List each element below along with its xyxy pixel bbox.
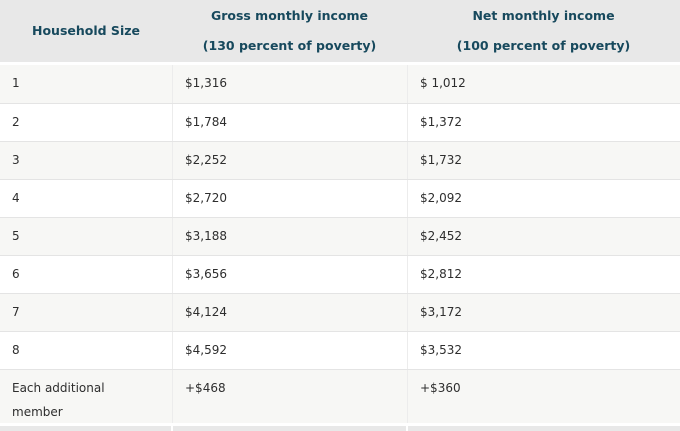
header-gross-income: Gross monthly income (130 percent of pov…: [172, 0, 407, 62]
gross-income-cell: +$468: [172, 370, 407, 423]
table-row: 1 $1,316 $ 1,012: [0, 65, 680, 103]
gross-income-cell: $4,592: [172, 332, 407, 369]
header-household-size: Household Size: [0, 0, 172, 62]
header-net-income-label: Net monthly income: [472, 8, 615, 23]
table-row: 6 $3,656 $2,812: [0, 255, 680, 293]
household-size-cell: 2: [12, 115, 20, 129]
header-gross-income-label: Gross monthly income: [210, 8, 369, 23]
next-section-header-partial: [0, 426, 680, 431]
net-income-cell: $1,372: [407, 104, 680, 141]
household-size-cell: 8: [12, 343, 20, 357]
table-row: Each additional member +$468 +$360: [0, 369, 680, 423]
header-net-income-sublabel: (100 percent of poverty): [456, 38, 631, 53]
household-size-cell: 4: [12, 191, 20, 205]
household-size-cell: 6: [12, 267, 20, 281]
table-row: 8 $4,592 $3,532: [0, 331, 680, 369]
header-net-income: Net monthly income (100 percent of pover…: [407, 0, 680, 62]
net-income-cell: $ 1,012: [407, 65, 680, 103]
household-size-cell: 7: [12, 305, 20, 319]
gross-income-cell: $1,316: [172, 65, 407, 103]
table-header-row: Household Size Gross monthly income (130…: [0, 0, 680, 65]
strip-segment: [173, 426, 406, 431]
gross-income-cell: $3,188: [172, 218, 407, 255]
gross-income-cell: $1,784: [172, 104, 407, 141]
net-income-cell: $1,732: [407, 142, 680, 179]
net-income-cell: +$360: [407, 370, 680, 423]
household-size-cell: 5: [12, 229, 20, 243]
household-size-cell: Each additional member: [0, 370, 172, 423]
table-row: 2 $1,784 $1,372: [0, 103, 680, 141]
table-row: 4 $2,720 $2,092: [0, 179, 680, 217]
net-income-cell: $2,812: [407, 256, 680, 293]
table-row: 5 $3,188 $2,452: [0, 217, 680, 255]
net-income-cell: $2,452: [407, 218, 680, 255]
table-row: 3 $2,252 $1,732: [0, 141, 680, 179]
gross-income-cell: $2,252: [172, 142, 407, 179]
net-income-cell: $3,172: [407, 294, 680, 331]
gross-income-cell: $3,656: [172, 256, 407, 293]
header-gross-income-sublabel: (130 percent of poverty): [202, 38, 377, 53]
strip-segment: [408, 426, 680, 431]
table-body: 1 $1,316 $ 1,012 2 $1,784 $1,372 3 $2,25…: [0, 65, 680, 423]
net-income-cell: $3,532: [407, 332, 680, 369]
table-row: 7 $4,124 $3,172: [0, 293, 680, 331]
net-income-cell: $2,092: [407, 180, 680, 217]
gross-income-cell: $2,720: [172, 180, 407, 217]
household-size-label: Each additional member: [12, 381, 105, 419]
header-household-size-label: Household Size: [32, 23, 140, 38]
household-size-cell: 1: [12, 76, 20, 90]
strip-segment: [0, 426, 171, 431]
gross-income-cell: $4,124: [172, 294, 407, 331]
household-size-cell: 3: [12, 153, 20, 167]
